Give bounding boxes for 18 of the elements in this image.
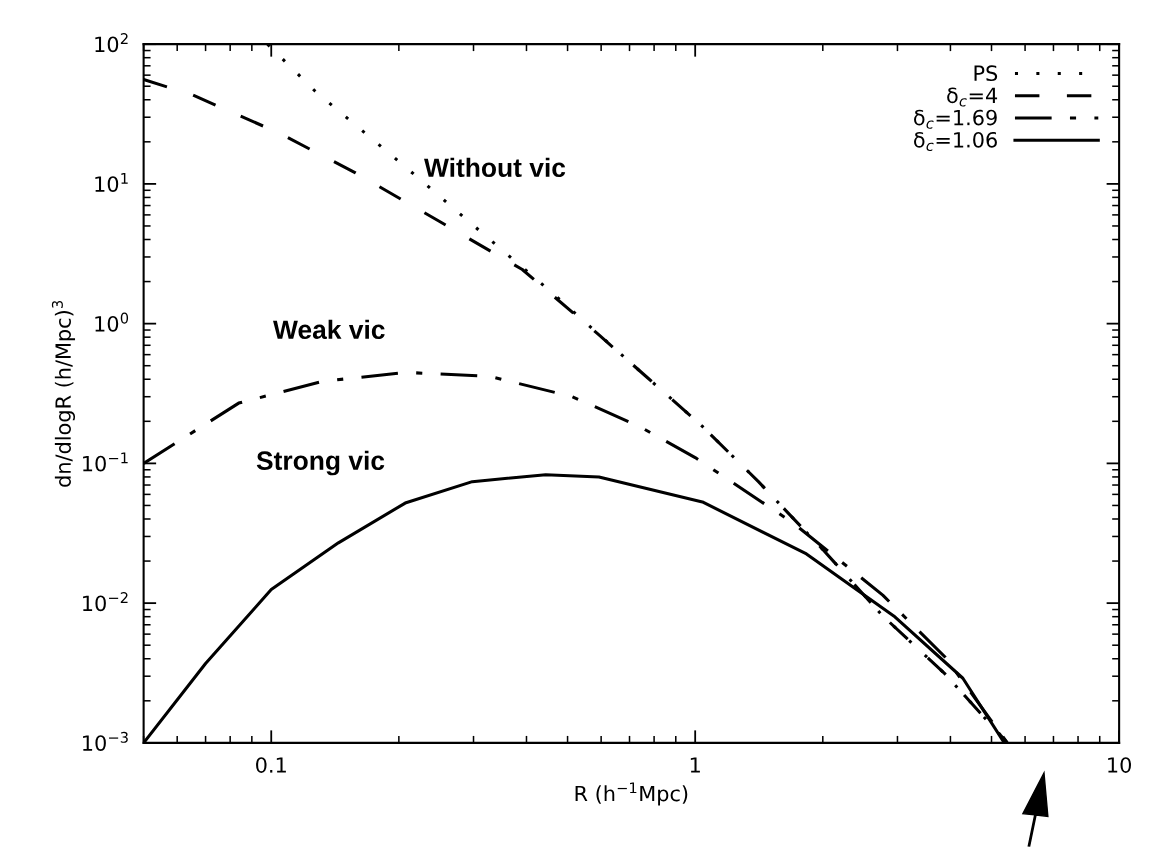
legend-label: δ$_{c}$=1.06: [914, 131, 997, 152]
legend-label: δ$_{c}$=1.69: [914, 109, 997, 129]
x-axis-title: R (h$^{−1}$Mpc): [575, 782, 688, 806]
y-tick-label: 10$^{−3}$: [83, 731, 128, 751]
x-tick-label: 1: [690, 757, 700, 773]
x-tick-label: 10: [1108, 757, 1131, 773]
x-tick-label: 0.1: [256, 757, 286, 773]
annotation: Without vic: [424, 157, 566, 178]
y-tick-label: 10$^{−1}$: [83, 452, 128, 472]
annotation: Weak vic: [273, 319, 385, 340]
y-axis-title: dn/dlogR (h/Mpc)$^{3}$: [51, 300, 76, 487]
legend-label: δ$_{c}$=4: [947, 87, 998, 107]
annotation: Strong vic: [256, 450, 385, 476]
legend-label: PS: [974, 65, 998, 82]
y-tick-label: 10$^{−2}$: [83, 592, 128, 612]
y-tick-label: 10$^{2}$: [95, 33, 128, 53]
y-tick-label: 10$^{1}$: [95, 173, 128, 192]
y-tick-label: 10$^{0}$: [95, 312, 129, 332]
